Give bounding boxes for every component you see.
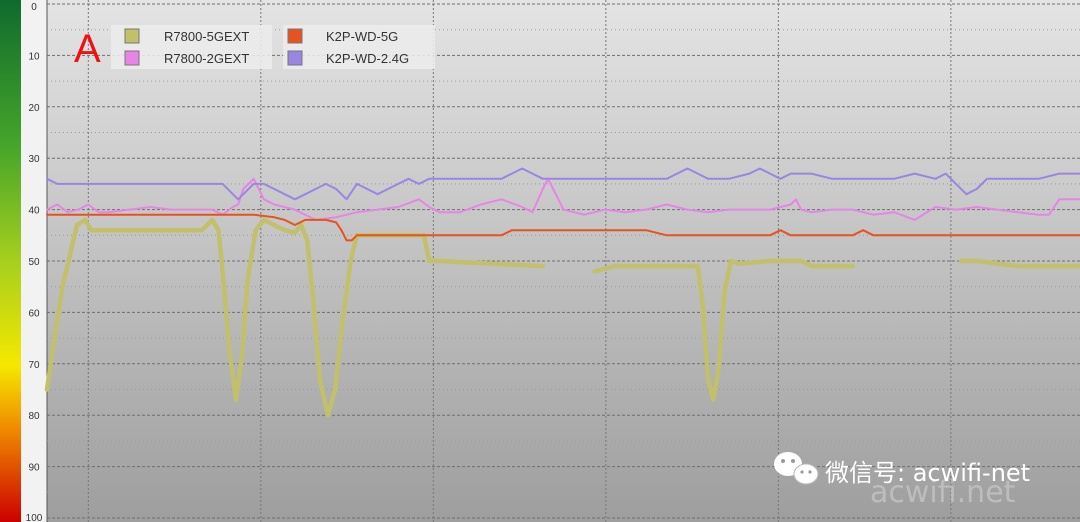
y-axis-ticks: 0 10 20 30 40 50 60 70 80 90 100	[26, 2, 43, 522]
series-line-r7800-2gext	[46, 177, 1080, 221]
series-line-k2p-wd-2-4g	[46, 167, 1080, 201]
y-tick-label: 80	[28, 411, 40, 422]
wechat-icon	[774, 452, 819, 485]
legend-swatch-r7800-5gext	[124, 28, 140, 44]
panel-label: A	[74, 27, 101, 71]
y-tick-label: 20	[28, 103, 40, 114]
series-line-k2p-wd-5g	[46, 213, 1080, 242]
legend-swatch-k2p-wd-5g	[287, 28, 303, 44]
y-tick-label: 0	[31, 2, 37, 13]
y-tick-label: 100	[26, 513, 43, 522]
legend-label-k2p-wd-5g: K2P-WD-5G	[326, 29, 398, 44]
legend-label-r7800-2gext: R7800-2GEXT	[164, 51, 249, 66]
y-tick-label: 40	[28, 206, 40, 217]
legend: R7800-5GEXT R7800-2GEXT K2P-WD-5G K2P-WD…	[111, 25, 435, 69]
legend-swatch-r7800-2gext	[124, 50, 140, 66]
y-tick-label: 90	[28, 463, 40, 474]
legend-label-k2p-wd-24g: K2P-WD-2.4G	[326, 51, 409, 66]
watermark-ghost-text: acwifi.net	[870, 475, 1016, 510]
y-tick-label: 10	[28, 51, 40, 62]
y-tick-label: 50	[28, 257, 40, 268]
legend-label-r7800-5gext: R7800-5GEXT	[164, 29, 249, 44]
y-tick-label: 70	[28, 360, 40, 371]
legend-swatch-k2p-wd-24g	[287, 50, 303, 66]
watermark: acwifi.net 微信号: acwifi-net	[774, 452, 1030, 510]
series-layer	[44, 167, 1080, 418]
y-tick-label: 30	[28, 154, 40, 165]
legend-box-right	[283, 25, 435, 69]
watermark-text: 微信号: acwifi-net	[825, 459, 1030, 487]
y-tick-label: 60	[28, 308, 40, 319]
signal-scale-bar	[0, 0, 21, 522]
